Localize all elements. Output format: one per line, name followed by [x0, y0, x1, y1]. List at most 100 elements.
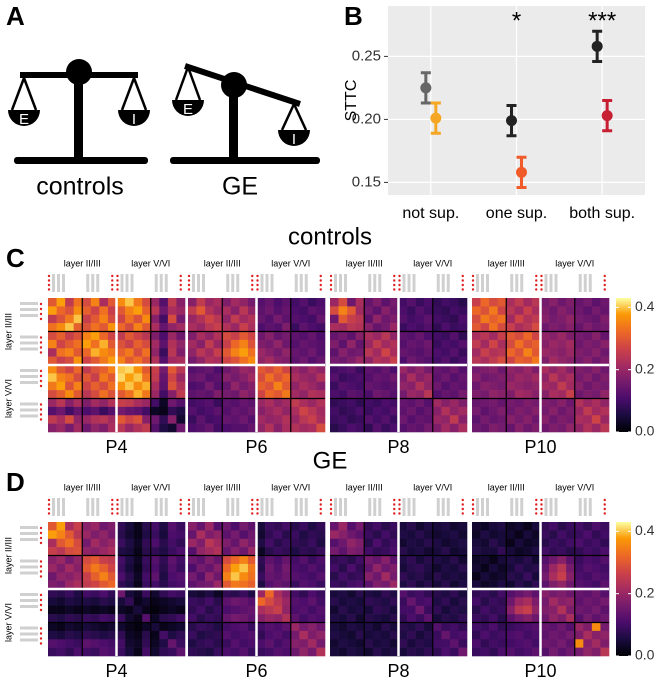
heatmap-cell [125, 605, 134, 615]
heatmap-cell [415, 614, 425, 623]
heatmap-cell [600, 572, 610, 581]
heatmap-cell [372, 589, 382, 598]
heatmap-cell [265, 381, 274, 391]
heatmap-cell [196, 580, 206, 590]
heatmap-cell [338, 373, 348, 383]
heatmap-cell [480, 331, 490, 341]
heatmap-cell [389, 339, 399, 349]
heatmap-cell [557, 647, 567, 657]
heatmap-cell [583, 331, 593, 341]
heatmap-cell [407, 538, 416, 548]
channel-dot [187, 288, 191, 291]
heatmap-cell [449, 555, 459, 565]
heatmap-cell [125, 622, 134, 632]
heatmap-cell [65, 314, 74, 324]
heatmap-cell [557, 522, 567, 531]
heatmap-cell [364, 323, 374, 332]
heatmap-cell [265, 348, 274, 357]
shank-icon [120, 498, 124, 516]
heatmap-cell [591, 589, 601, 598]
channel-dot [535, 283, 538, 287]
column-group-label: layer II/III [204, 258, 241, 268]
channel-dot [116, 507, 119, 511]
heatmap-cell [574, 406, 584, 416]
channel-dot [111, 512, 114, 515]
heatmap-cell [290, 406, 300, 416]
heatmap-cell [364, 398, 374, 408]
heatmap-cell [188, 563, 197, 573]
heatmap-cell [82, 406, 92, 416]
column-group-label: layer II/III [488, 258, 525, 268]
heatmap-cell [489, 605, 498, 615]
heatmap-cell [449, 423, 459, 433]
heatmap-cell [583, 522, 593, 531]
heatmap-cell [56, 639, 66, 648]
heatmap-cell [415, 306, 425, 316]
heatmap-cell [205, 406, 214, 416]
heatmap-cell [372, 398, 382, 408]
heatmap-cell [566, 522, 576, 531]
heatmap-cell [574, 538, 584, 548]
heatmap-cell [514, 563, 524, 573]
column-group-label: layer V/VI [271, 482, 310, 492]
heatmap-cell [574, 630, 584, 640]
heatmap-cell [299, 323, 309, 332]
channel-dot [256, 498, 259, 502]
heatmap-cell [99, 331, 109, 341]
heatmap-cell [125, 390, 134, 399]
heatmap-cell [540, 381, 550, 391]
heatmap-cell [514, 365, 524, 374]
heatmap-cell [364, 381, 374, 391]
heatmap-cell [239, 639, 249, 648]
heatmap-cell [449, 580, 459, 590]
heatmap-cell [133, 630, 143, 640]
heatmap-cell [531, 365, 541, 374]
point [601, 110, 613, 122]
heatmap-cell [407, 622, 416, 632]
heatmap-cell [256, 390, 266, 399]
heatmap-cell [424, 390, 434, 399]
heatmap-cell [90, 639, 100, 648]
heatmap-cell [167, 298, 177, 307]
heatmap-cell [441, 563, 451, 573]
heatmap-cell [330, 348, 339, 357]
heatmap-cell [265, 580, 274, 590]
shank-icon [544, 274, 548, 292]
heatmap-cell [188, 597, 197, 607]
heatmap-cell [407, 605, 416, 615]
heatmap-cell [273, 373, 283, 383]
channel-dot [461, 512, 464, 515]
heatmap-cell [90, 614, 100, 623]
heatmap-cell [82, 538, 92, 548]
heatmap-cell [213, 580, 223, 590]
heatmap-cell [583, 647, 593, 657]
heatmap-cell [531, 373, 541, 383]
heatmap-cell [205, 373, 214, 383]
heatmap-cell [73, 356, 83, 366]
heatmap-cell [107, 373, 117, 383]
heatmap-cell [116, 348, 126, 357]
heatmap-cell [230, 639, 240, 648]
heatmap-cell [256, 597, 266, 607]
heatmap-cell [398, 647, 408, 657]
heatmap-cell [415, 373, 425, 383]
heatmap-cell [265, 339, 274, 349]
heatmap-cell [549, 589, 558, 598]
heatmap-cell [372, 365, 382, 374]
shank-icon [20, 375, 38, 378]
heatmap-cell [458, 381, 468, 391]
shank-icon [339, 274, 342, 292]
heatmap-cell [531, 339, 541, 349]
shank-icon [368, 498, 372, 516]
heatmap-cell [176, 323, 186, 332]
heatmap-cell [506, 597, 516, 607]
heatmap-cell [381, 381, 391, 391]
heatmap-cell [407, 647, 416, 657]
heatmap-cell [48, 555, 57, 565]
heatmap-cell [125, 339, 134, 349]
heatmap-cell [449, 597, 459, 607]
heatmap-cell [299, 605, 309, 615]
heatmap-cell [398, 538, 408, 548]
heatmap-cell [514, 390, 524, 399]
heatmap-cell [489, 622, 498, 632]
